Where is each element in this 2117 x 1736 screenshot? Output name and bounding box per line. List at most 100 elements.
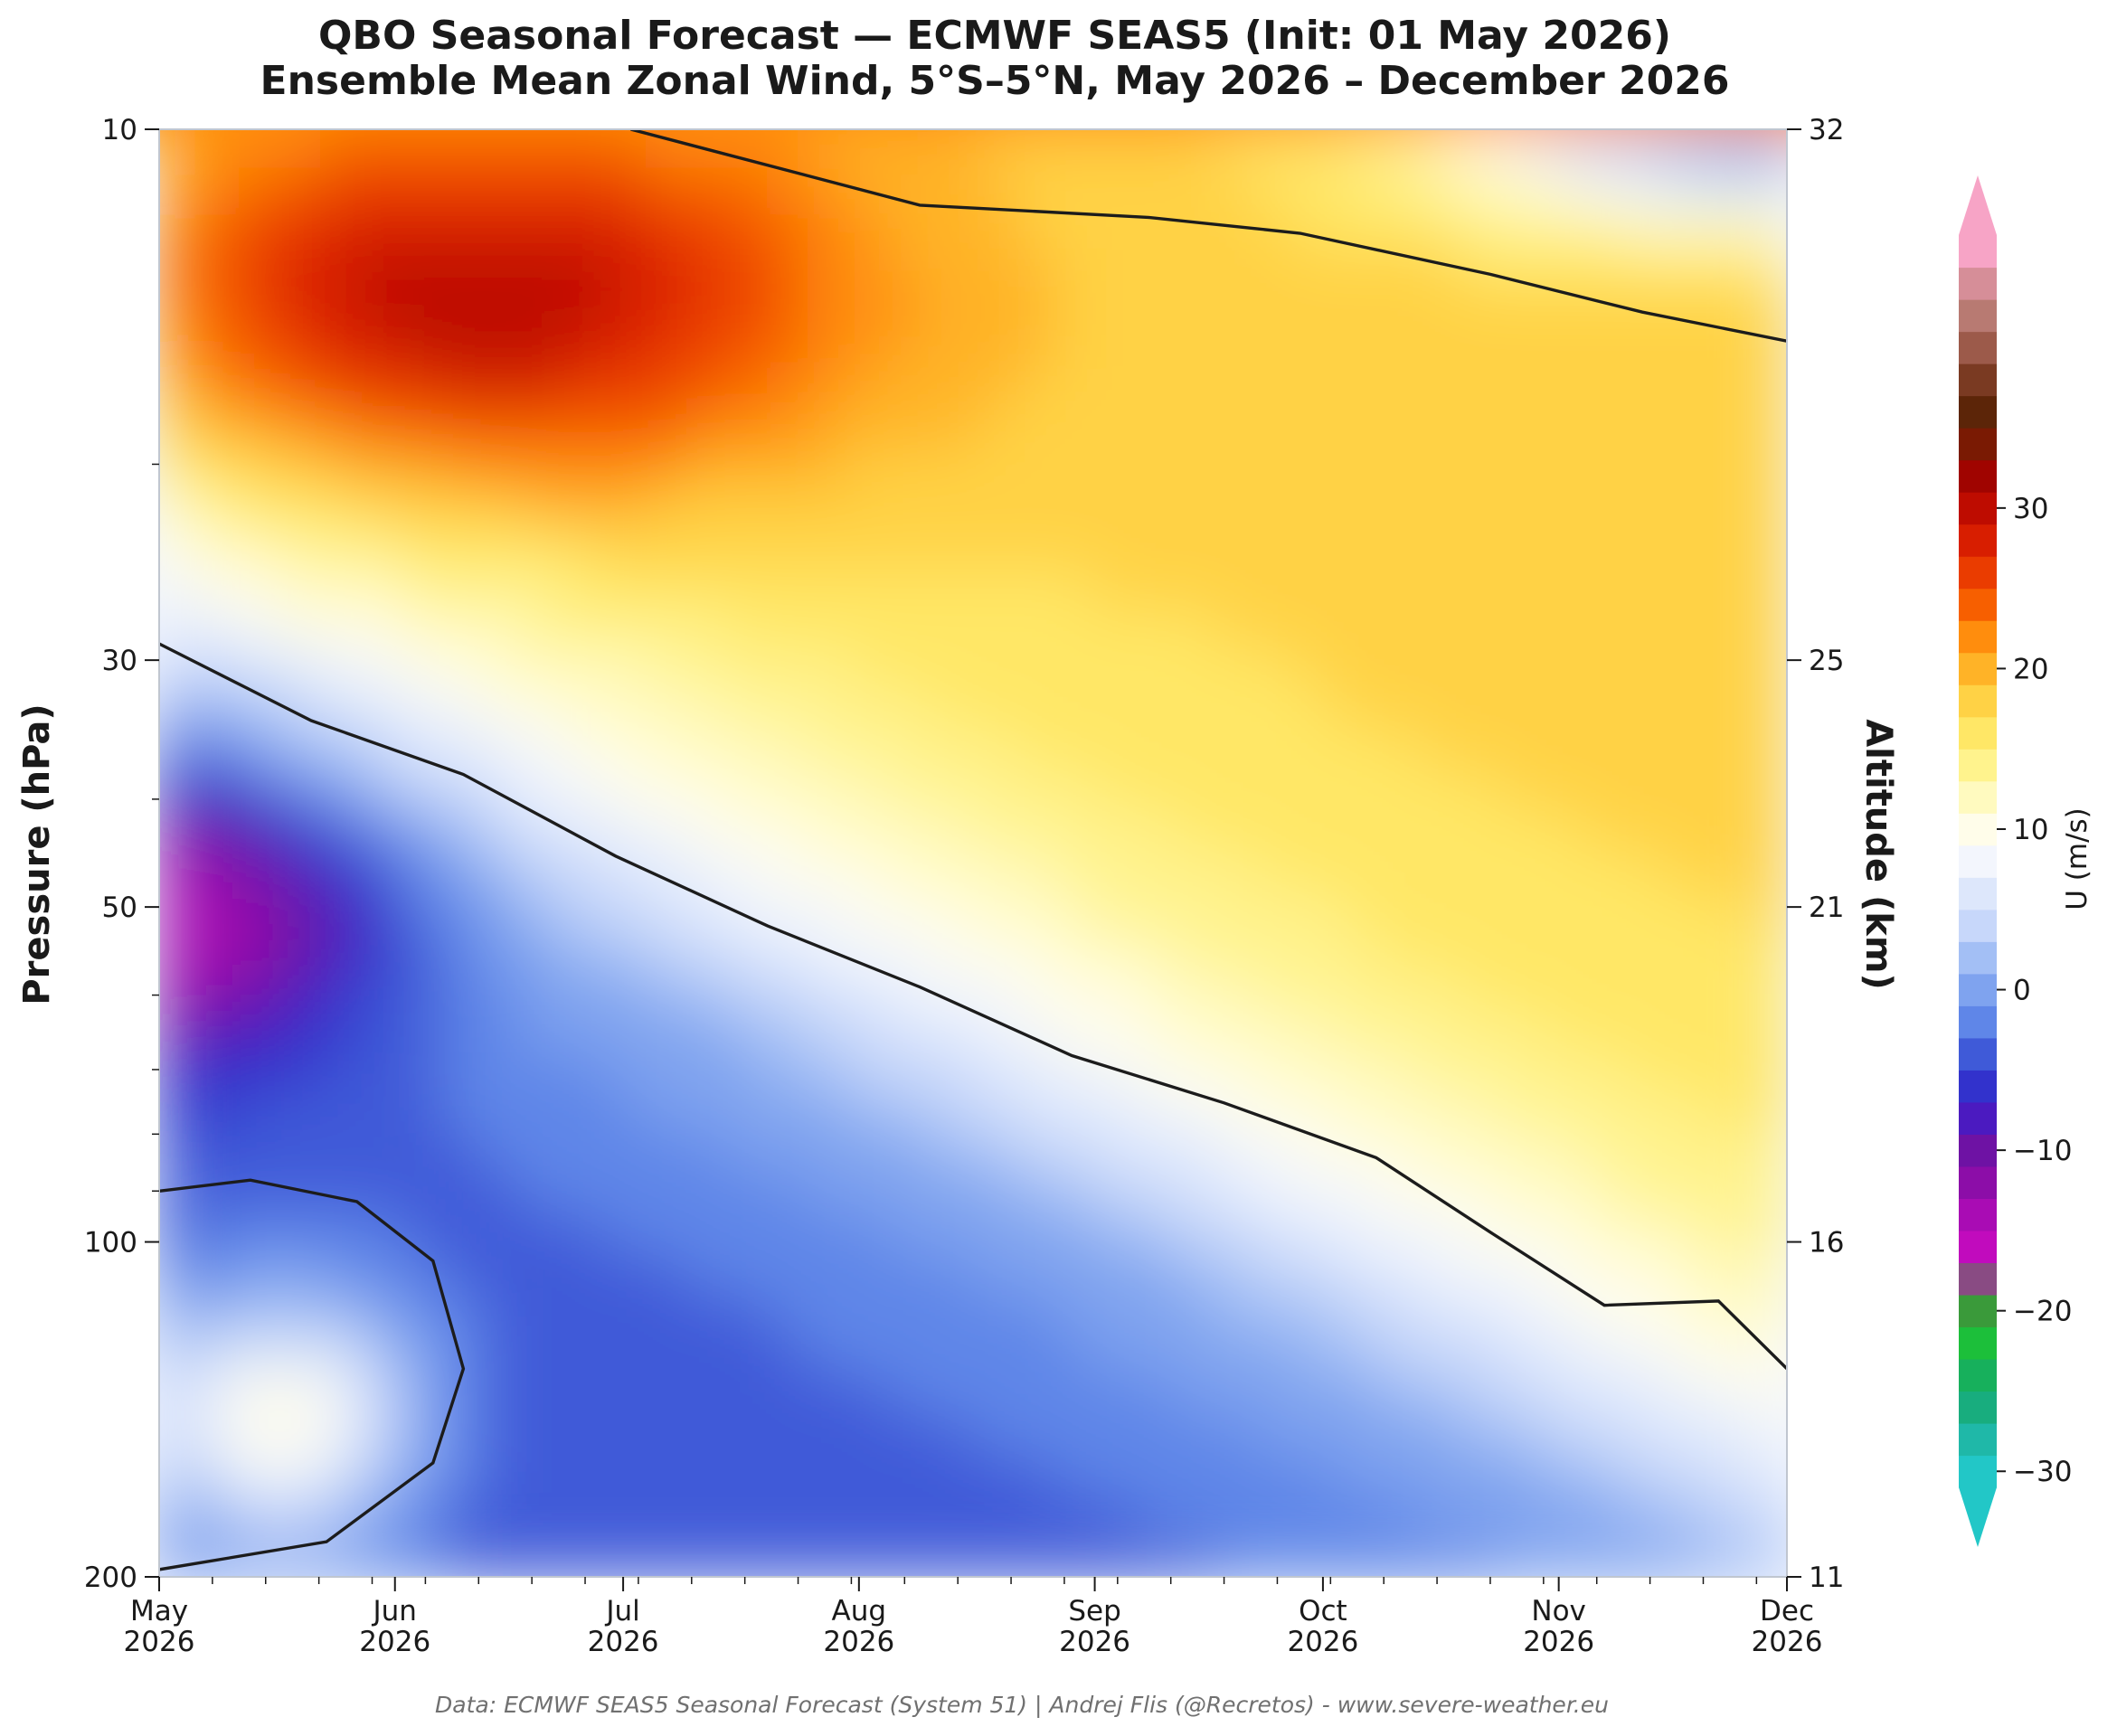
wind-cell	[931, 529, 975, 574]
wind-cell	[1297, 1293, 1341, 1338]
wind-cell	[1337, 570, 1382, 614]
wind-cell	[1256, 851, 1300, 895]
wind-cell	[1175, 650, 1219, 694]
wind-cell	[1541, 448, 1585, 494]
wind-cell	[1582, 248, 1626, 292]
wind-cell	[1256, 971, 1300, 1016]
wind-cell	[361, 1454, 405, 1499]
wind-cell	[1215, 248, 1260, 292]
wind-cell	[931, 851, 975, 895]
wind-cell	[931, 609, 975, 655]
wind-cell	[1053, 609, 1097, 655]
wind-cell	[1337, 609, 1382, 655]
wind-cell	[564, 851, 609, 895]
wind-cell	[442, 368, 487, 413]
wind-cell	[646, 288, 690, 333]
wind-cell	[1378, 1334, 1422, 1378]
wind-cell	[1419, 1092, 1463, 1137]
wind-cell	[1744, 1052, 1787, 1097]
wind-cell	[320, 1092, 364, 1137]
wind-cell	[442, 1334, 487, 1378]
wind-cell	[1053, 570, 1097, 614]
wind-cell	[564, 731, 609, 775]
wind-cell	[1460, 1173, 1504, 1217]
wind-cell	[524, 731, 568, 775]
wind-cell	[605, 1454, 649, 1499]
wind-cell	[1500, 1132, 1545, 1177]
wind-cell	[1622, 129, 1667, 172]
wind-cell	[483, 1414, 527, 1458]
wind-cell	[1704, 609, 1748, 655]
wind-cell	[1134, 448, 1178, 494]
wind-cell	[1744, 1495, 1787, 1539]
wind-cell	[1704, 731, 1748, 775]
wind-cell	[1500, 609, 1545, 655]
wind-cell	[971, 1092, 1016, 1137]
wind-cell	[1175, 1495, 1219, 1539]
wind-cell	[159, 1454, 202, 1499]
wind-cell	[605, 167, 649, 212]
wind-cell	[1541, 1132, 1585, 1177]
colorbar-tick-label: 10	[2013, 814, 2048, 846]
wind-cell	[564, 167, 609, 212]
wind-cell	[483, 448, 527, 494]
wind-cell	[483, 609, 527, 655]
wind-cell	[361, 368, 405, 413]
wind-cell	[442, 1495, 487, 1539]
wind-cell	[808, 1534, 853, 1577]
zero-contour	[159, 642, 1787, 1371]
wind-cell	[1297, 1092, 1341, 1137]
wind-cell	[1337, 1495, 1382, 1539]
wind-cell	[1622, 1132, 1667, 1177]
wind-cell	[1663, 489, 1707, 533]
wind-cell	[1175, 811, 1219, 855]
wind-cell	[564, 650, 609, 694]
wind-cell	[1419, 891, 1463, 936]
wind-cell	[402, 770, 446, 816]
wind-cell	[1704, 690, 1748, 735]
wind-cell	[1744, 1092, 1787, 1137]
wind-cell	[727, 1012, 771, 1056]
colorbar-bin	[1959, 1230, 1997, 1264]
wind-cell	[1297, 1534, 1341, 1577]
wind-cell	[808, 167, 853, 212]
wind-cell	[1460, 1373, 1504, 1419]
wind-cell	[1053, 1173, 1097, 1217]
wind-cell	[849, 448, 893, 494]
wind-cell	[1093, 1173, 1138, 1217]
wind-cell	[159, 770, 202, 816]
wind-cell	[1053, 851, 1097, 895]
wind-cell	[1256, 288, 1300, 333]
wind-cell	[1663, 529, 1707, 574]
wind-cell	[686, 248, 731, 292]
wind-cell	[483, 731, 527, 775]
wind-cell	[686, 489, 731, 533]
wind-cell	[1582, 570, 1626, 614]
wind-cell	[402, 971, 446, 1016]
wind-cell	[1297, 609, 1341, 655]
wind-cell	[1134, 690, 1178, 735]
wind-cell	[239, 207, 283, 252]
wind-cell	[1093, 1495, 1138, 1539]
wind-cell	[890, 1454, 934, 1499]
wind-cell	[1541, 207, 1585, 252]
wind-cell	[1582, 971, 1626, 1016]
wind-cell	[605, 731, 649, 775]
wind-cell	[524, 207, 568, 252]
wind-cell	[1500, 1373, 1545, 1419]
x-tick-year: 2026	[1287, 1626, 1358, 1658]
wind-cell	[239, 570, 283, 614]
y-tick-label: 200	[84, 1561, 137, 1594]
wind-cell	[1541, 1534, 1585, 1577]
wind-cell	[646, 1052, 690, 1097]
wind-cell	[1256, 1173, 1300, 1217]
wind-cell	[605, 811, 649, 855]
wind-cell	[361, 1293, 405, 1338]
colorbar: 30 20 10 0 −10 −20 −30	[1959, 175, 2072, 1547]
wind-cell	[1215, 368, 1260, 413]
wind-cell	[1053, 288, 1097, 333]
wind-cell	[605, 1212, 649, 1258]
wind-cell	[1582, 368, 1626, 413]
colorbar-tick-label: −10	[2013, 1135, 2072, 1167]
wind-cell	[971, 448, 1016, 494]
